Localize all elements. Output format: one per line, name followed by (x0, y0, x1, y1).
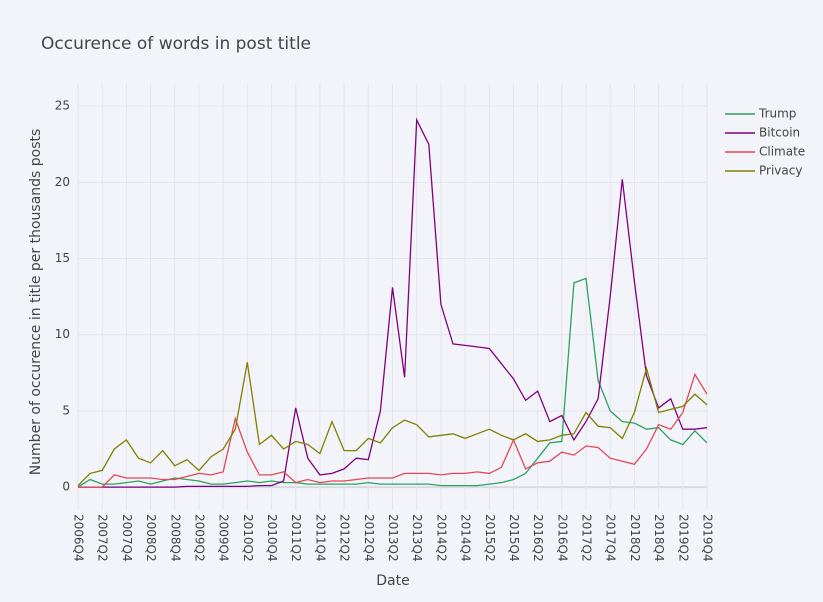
chart-title: Occurence of words in post title (41, 34, 311, 54)
x-tick-label: 2013Q4 (410, 514, 424, 562)
x-tick-label: 2010Q2 (241, 514, 255, 562)
legend-label: Privacy (759, 164, 802, 178)
x-tick-label: 2014Q4 (459, 514, 473, 562)
x-tick-label: 2006Q4 (72, 514, 86, 562)
series-line (77, 362, 708, 487)
series-line (78, 117, 708, 488)
y-tick-label: 15 (55, 251, 70, 265)
legend-label: Trump (758, 107, 796, 121)
x-tick-label: 2019Q2 (676, 514, 690, 562)
x-tick-label: 2016Q2 (531, 514, 545, 562)
x-tick-label: 2009Q2 (192, 514, 206, 562)
x-tick-label: 2012Q4 (362, 514, 376, 562)
x-tick-label: 2017Q2 (580, 514, 594, 562)
x-tick-label: 2007Q2 (96, 514, 110, 562)
x-tick-label: 2011Q4 (313, 514, 327, 562)
x-tick-label: 2018Q4 (652, 514, 666, 562)
x-tick-label: 2009Q4 (217, 514, 231, 562)
y-axis-title: Number of occurence in title per thousan… (28, 129, 44, 476)
y-tick-label: 10 (55, 327, 70, 341)
x-tick-label: 2008Q2 (144, 514, 158, 562)
y-tick-label: 0 (62, 480, 70, 494)
x-tick-label: 2018Q2 (628, 514, 642, 562)
x-tick-label: 2017Q4 (604, 514, 618, 562)
legend-label: Climate (759, 145, 805, 159)
x-tick-label: 2015Q2 (483, 514, 497, 562)
y-tick-label: 20 (55, 175, 70, 189)
x-tick-label: 2016Q4 (555, 514, 569, 562)
y-tick-label: 5 (62, 403, 70, 417)
series-line (77, 277, 708, 488)
y-tick-label: 25 (55, 99, 70, 113)
x-tick-label: 2012Q2 (338, 514, 352, 562)
x-tick-label: 2019Q4 (701, 514, 715, 562)
x-tick-label: 2013Q2 (386, 514, 400, 562)
x-tick-label: 2008Q4 (168, 514, 182, 562)
x-tick-label: 2007Q4 (120, 514, 134, 562)
x-tick-label: 2010Q4 (265, 514, 279, 562)
x-tick-label: 2011Q2 (289, 514, 303, 562)
legend-label: Bitcoin (759, 126, 800, 140)
series-line (78, 372, 708, 488)
x-tick-label: 2014Q2 (434, 514, 448, 562)
x-tick-label: 2015Q4 (507, 514, 521, 562)
x-axis-title: Date (376, 573, 409, 589)
